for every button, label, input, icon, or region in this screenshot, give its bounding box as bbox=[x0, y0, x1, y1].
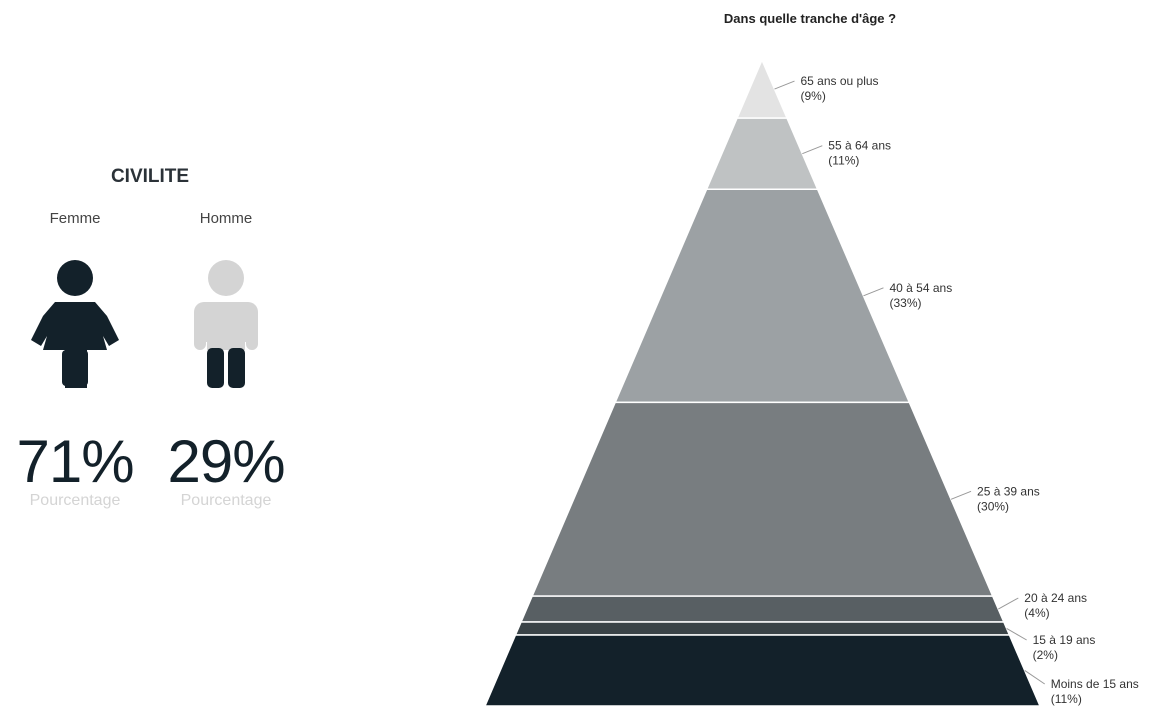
man-icon bbox=[194, 260, 258, 388]
pyramid-segment-label: 20 à 24 ans bbox=[1024, 591, 1087, 605]
pyramid-segment bbox=[519, 595, 1005, 623]
pyramid-segment-percent: (30%) bbox=[977, 499, 1009, 513]
femme-card: Femme 71% Pourcentage bbox=[5, 210, 145, 510]
pyramid-segment-label: 55 à 64 ans bbox=[828, 139, 891, 153]
homme-card: Homme 29% Pourcentage bbox=[156, 210, 296, 510]
pyramid-leader-line bbox=[863, 287, 884, 297]
homme-label: Homme bbox=[199, 210, 253, 227]
pyramid-segment bbox=[484, 634, 1041, 706]
femme-sub: Pourcentage bbox=[29, 492, 121, 509]
pyramid-leader-line bbox=[774, 80, 795, 90]
pyramid-segment bbox=[530, 401, 994, 597]
pyramid-segment-label: Moins de 15 ans bbox=[1051, 677, 1139, 691]
woman-icon bbox=[31, 260, 119, 388]
femme-label: Femme bbox=[49, 210, 101, 227]
pyramid-segment-percent: (2%) bbox=[1033, 648, 1058, 662]
pyramid-segment-label: 40 à 54 ans bbox=[889, 281, 952, 295]
pyramid-segment bbox=[735, 58, 789, 119]
pyramid-leader-line bbox=[1006, 628, 1027, 641]
pyramid-leader-line bbox=[998, 597, 1019, 610]
pyramid-segment-label: 25 à 39 ans bbox=[977, 484, 1040, 498]
pyramid-segment-label: 65 ans ou plus bbox=[801, 74, 879, 88]
femme-percentage: 71% bbox=[16, 428, 134, 495]
civilite-panel: CIVILITE Femme 71% Pourcentage Homme 29%… bbox=[0, 0, 300, 706]
pyramid-leader-line bbox=[802, 145, 823, 155]
pyramid-segment-percent: (9%) bbox=[801, 89, 826, 103]
pyramid-leader-line bbox=[1024, 670, 1045, 685]
civilite-title: CIVILITE bbox=[110, 166, 190, 187]
pyramid-segment bbox=[614, 188, 911, 404]
pyramid-segment-percent: (33%) bbox=[889, 296, 921, 310]
homme-sub: Pourcentage bbox=[180, 492, 272, 509]
pyramid-segment-label: 15 à 19 ans bbox=[1033, 633, 1096, 647]
pyramid-segment-percent: (4%) bbox=[1024, 606, 1049, 620]
pyramid-segment-percent: (11%) bbox=[1051, 692, 1082, 706]
pyramid-segment bbox=[514, 621, 1011, 636]
homme-percentage: 29% bbox=[167, 428, 285, 495]
pyramid-leader-line bbox=[950, 490, 972, 500]
pyramid-segment bbox=[705, 117, 819, 190]
pyramid-segment-percent: (11%) bbox=[828, 154, 859, 168]
chart-title: Dans quelle tranche d'âge ? bbox=[723, 11, 897, 26]
